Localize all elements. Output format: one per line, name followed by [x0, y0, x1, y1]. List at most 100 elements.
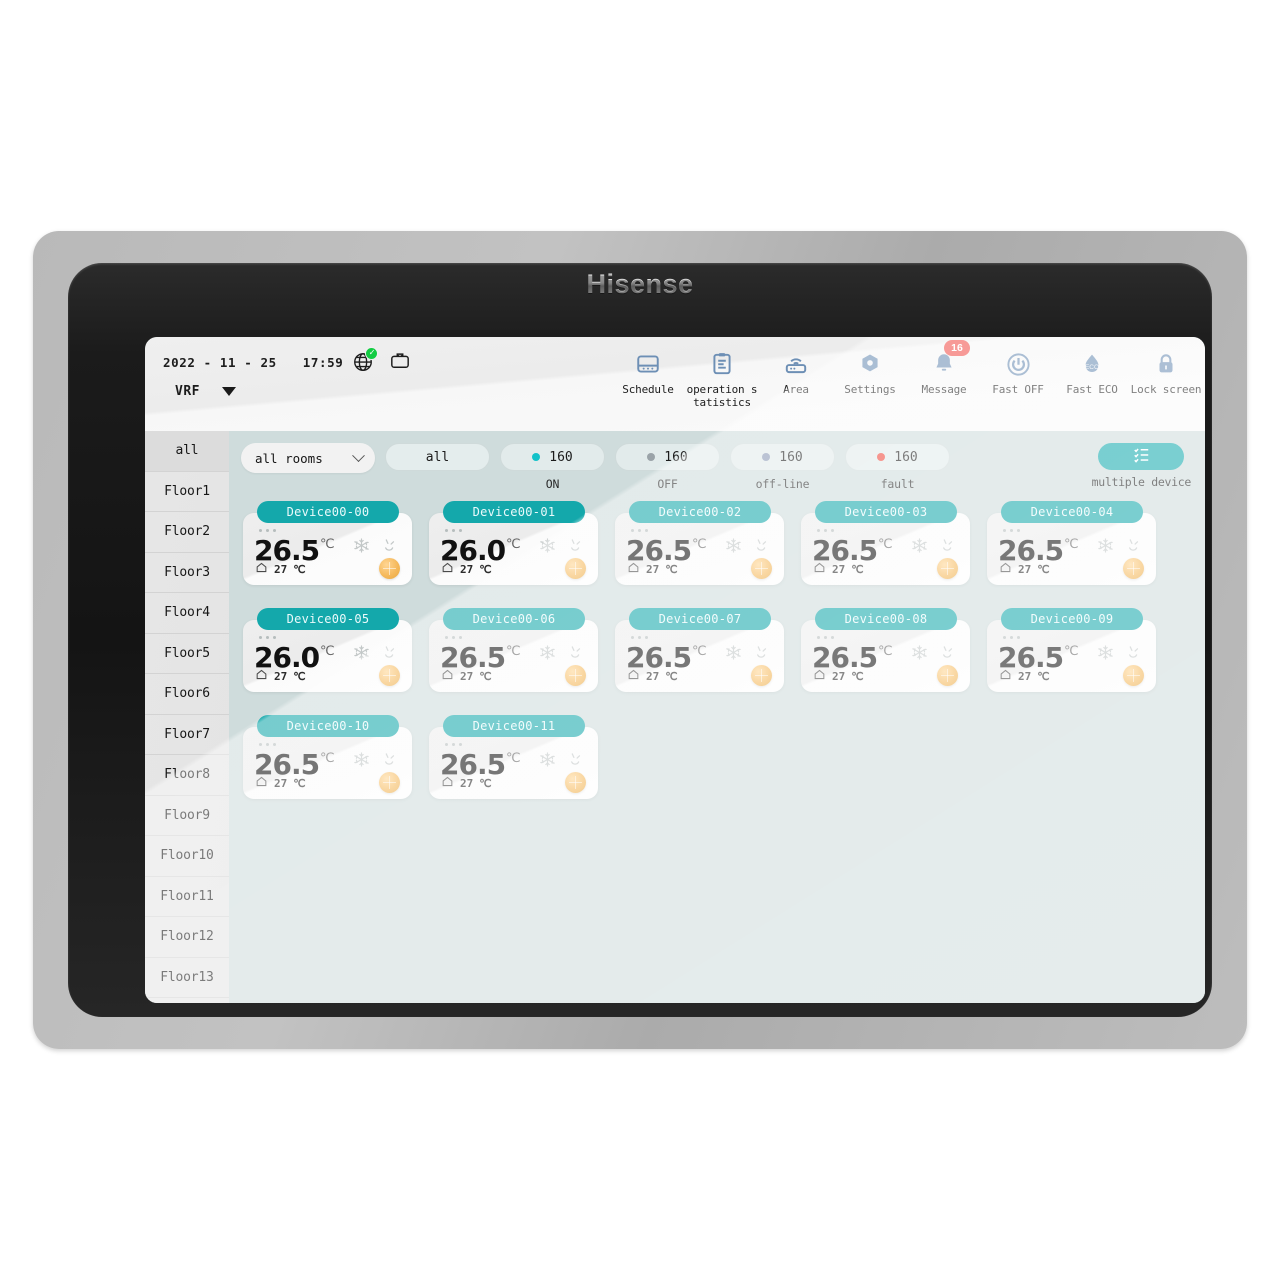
- fan-auto-icon[interactable]: [381, 644, 398, 665]
- multiple-device-button[interactable]: [1098, 443, 1185, 470]
- sidebar-item-floor7[interactable]: Floor7: [145, 715, 229, 755]
- snowflake-cool-mode-icon[interactable]: [353, 751, 370, 772]
- home-icon: [813, 668, 826, 684]
- device-power-status-orb[interactable]: [565, 665, 586, 686]
- device-power-status-orb[interactable]: [379, 558, 400, 579]
- device-card[interactable]: Device00-01 26.0 ℃ 27 ℃: [429, 501, 598, 585]
- device-power-status-orb[interactable]: [379, 772, 400, 793]
- device-power-status-orb[interactable]: [1123, 665, 1144, 686]
- device-power-status-orb[interactable]: [565, 772, 586, 793]
- device-name-pill[interactable]: Device00-04: [1001, 501, 1143, 523]
- device-name-pill[interactable]: Device00-11: [443, 715, 585, 737]
- device-card[interactable]: Device00-11 26.5 ℃ 27 ℃: [429, 715, 598, 799]
- nav-item-schedule[interactable]: Schedule: [611, 349, 685, 397]
- sidebar-item-floor1[interactable]: Floor1: [145, 472, 229, 512]
- device-name-pill[interactable]: Device00-01: [443, 501, 585, 523]
- device-card[interactable]: Device00-09 26.5 ℃ 27 ℃: [987, 608, 1156, 692]
- device-name-pill[interactable]: Device00-07: [629, 608, 771, 630]
- device-power-status-orb[interactable]: [937, 558, 958, 579]
- device-card[interactable]: Device00-05 26.0 ℃ 27 ℃: [243, 608, 412, 692]
- fan-auto-icon[interactable]: [939, 644, 956, 665]
- sidebar-item-floor6[interactable]: Floor6: [145, 674, 229, 715]
- device-power-status-orb[interactable]: [1123, 558, 1144, 579]
- device-power-status-orb[interactable]: [937, 665, 958, 686]
- device-card[interactable]: Device00-07 26.5 ℃ 27 ℃: [615, 608, 784, 692]
- sidebar-item-floor12[interactable]: Floor12: [145, 917, 229, 958]
- nav-item-fast-off[interactable]: Fast OFF: [981, 349, 1055, 397]
- sidebar-item-floor11[interactable]: Floor11: [145, 877, 229, 917]
- fan-auto-icon[interactable]: [1125, 644, 1142, 665]
- fan-auto-icon[interactable]: [381, 537, 398, 558]
- system-type-selector[interactable]: VRF: [145, 384, 1205, 399]
- filter-caption: off-line: [755, 477, 810, 491]
- snowflake-cool-mode-icon[interactable]: [539, 644, 556, 665]
- nav-item-fast-eco[interactable]: ECO Fast ECO: [1055, 349, 1129, 397]
- device-card[interactable]: Device00-10 26.5 ℃ 27 ℃: [243, 715, 412, 799]
- filter-on-button[interactable]: 160: [500, 443, 605, 471]
- globe-icon[interactable]: ✓: [352, 347, 379, 373]
- filter-off-button[interactable]: 160: [615, 443, 720, 471]
- nav-item-area[interactable]: Area: [759, 349, 833, 397]
- fan-auto-icon[interactable]: [753, 644, 770, 665]
- nav-item-settings[interactable]: Settings: [833, 349, 907, 397]
- device-name-pill[interactable]: Device00-08: [815, 608, 957, 630]
- device-name-pill[interactable]: Device00-09: [1001, 608, 1143, 630]
- fan-auto-icon[interactable]: [753, 537, 770, 558]
- filter-all-button[interactable]: all: [385, 443, 490, 471]
- fan-auto-icon[interactable]: [381, 751, 398, 772]
- nav-item-lock-screen[interactable]: Lock screen: [1129, 349, 1203, 397]
- device-card[interactable]: Device00-03 26.5 ℃ 27 ℃: [801, 501, 970, 585]
- device-name-pill[interactable]: Device00-03: [815, 501, 957, 523]
- fan-auto-icon[interactable]: [567, 751, 584, 772]
- filter-off-line-button[interactable]: 160: [730, 443, 835, 471]
- filter-fault-button[interactable]: 160: [845, 443, 950, 471]
- snowflake-cool-mode-icon[interactable]: [539, 751, 556, 772]
- snowflake-cool-mode-icon[interactable]: [725, 644, 742, 665]
- fan-auto-icon[interactable]: [1125, 537, 1142, 558]
- room-select-dropdown[interactable]: all rooms: [241, 443, 375, 473]
- snowflake-cool-mode-icon[interactable]: [725, 537, 742, 558]
- nav-item-message[interactable]: 16 Message: [907, 340, 981, 397]
- snowflake-cool-mode-icon[interactable]: [1097, 537, 1114, 558]
- device-card[interactable]: Device00-04 26.5 ℃ 27 ℃: [987, 501, 1156, 585]
- device-name-pill[interactable]: Device00-05: [257, 608, 399, 630]
- device-card[interactable]: Device00-02 26.5 ℃ 27 ℃: [615, 501, 784, 585]
- sidebar-item-floor4[interactable]: Floor4: [145, 593, 229, 634]
- fan-auto-icon[interactable]: [939, 537, 956, 558]
- sidebar-item-floor2[interactable]: Floor2: [145, 512, 229, 553]
- sidebar-item-all[interactable]: all: [145, 431, 229, 472]
- device-name-pill[interactable]: Device00-06: [443, 608, 585, 630]
- sidebar-item-floor8[interactable]: Floor8: [145, 755, 229, 796]
- device-name-pill[interactable]: Device00-02: [629, 501, 771, 523]
- device-room-temperature: 27 ℃: [813, 668, 864, 684]
- device-power-status-orb[interactable]: [565, 558, 586, 579]
- device-name-pill[interactable]: Device00-00: [257, 501, 399, 523]
- filter-group-fault: 160 fault: [845, 443, 950, 491]
- device-card[interactable]: Device00-08 26.5 ℃ 27 ℃: [801, 608, 970, 692]
- sidebar-item-floor10[interactable]: Floor10: [145, 836, 229, 877]
- device-card[interactable]: Device00-00 26.5 ℃ 27 ℃: [243, 501, 412, 585]
- fan-auto-icon[interactable]: [567, 644, 584, 665]
- device-power-status-orb[interactable]: [751, 558, 772, 579]
- nav-item-operation-statistics[interactable]: operation statistics: [685, 349, 759, 410]
- sidebar-item-floor5[interactable]: Floor5: [145, 634, 229, 674]
- snowflake-cool-mode-icon[interactable]: [353, 537, 370, 558]
- schedule-icon: [635, 349, 661, 379]
- device-power-status-orb[interactable]: [751, 665, 772, 686]
- snowflake-cool-mode-icon[interactable]: [1097, 644, 1114, 665]
- fan-auto-icon[interactable]: [567, 537, 584, 558]
- usb-device-icon[interactable]: [389, 350, 411, 374]
- sidebar-item-floor3[interactable]: Floor3: [145, 553, 229, 593]
- sidebar-item-floor9[interactable]: Floor9: [145, 796, 229, 836]
- device-power-status-orb[interactable]: [379, 665, 400, 686]
- nav-label-fast-eco: Fast ECO: [1066, 383, 1118, 396]
- sidebar-item-floor13[interactable]: Floor13: [145, 958, 229, 998]
- device-card[interactable]: Device00-06 26.5 ℃ 27 ℃: [429, 608, 598, 692]
- snowflake-cool-mode-icon[interactable]: [911, 644, 928, 665]
- snowflake-cool-mode-icon[interactable]: [911, 537, 928, 558]
- snowflake-cool-mode-icon[interactable]: [353, 644, 370, 665]
- snowflake-cool-mode-icon[interactable]: [539, 537, 556, 558]
- device-signal-dots: [445, 529, 462, 532]
- chevron-down-icon[interactable]: [221, 387, 236, 396]
- device-name-pill[interactable]: Device00-10: [257, 715, 399, 737]
